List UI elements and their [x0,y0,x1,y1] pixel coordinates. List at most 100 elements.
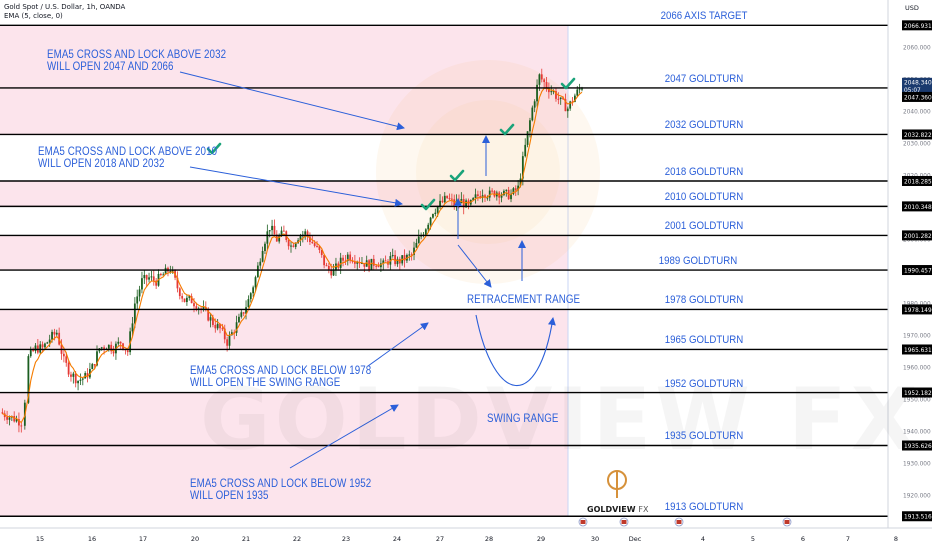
candle-body [408,254,411,256]
candle-body [370,258,373,271]
level-price-tag-bg [902,230,932,241]
y-tick-label: 1950.000 [903,398,931,404]
level-label: 1965 GOLDTURN [664,334,744,347]
level-price-tag-bg [902,387,932,398]
x-tick-label: 27 [436,535,444,543]
candle-body [209,317,212,321]
candle-body [576,89,579,96]
candle-body [436,206,439,213]
candle-body [219,323,221,329]
candle-body [228,335,231,346]
candle-body [283,230,285,232]
annotation-arrows [179,71,556,469]
candle-body [107,344,110,349]
swing-curve-arrow [475,314,556,387]
time-axis: 15 16 17 20 21 22 23 24 27 28 29 30 Dec 4 5 6 7 8 [0,517,932,543]
candle-body [536,84,538,102]
candle-body [96,351,98,366]
candle-body [273,225,276,235]
candle-body [396,258,399,265]
x-tick-label: 30 [591,535,599,543]
candle-body [465,200,467,208]
x-tick-label: 8 [894,535,898,543]
annotation-ema-2010: EMA5 CROSS AND LOCK ABOVE 2010 WILL OPEN … [38,146,218,170]
level-price-tag-bg [902,175,932,186]
prev-price-tag: 2047.360 [904,95,932,101]
x-tick-label: 21 [242,535,250,543]
candle-body [223,328,226,340]
candle-body [339,257,342,268]
candle-body [34,345,37,352]
candle-body [474,194,477,199]
level-label: 1978 GOLDTURN [664,294,744,307]
candle-body [391,254,394,257]
level-price-tag-bg [902,304,932,315]
level-price-tag: 2066.931 [904,24,932,30]
candle-body [126,350,129,353]
candle-body [266,231,269,244]
candle-body [226,339,229,346]
candle-body [254,277,257,288]
candle-body [413,247,415,255]
candle-body [81,378,84,380]
candle-body [100,347,103,349]
level-price-tag-bg [902,20,932,31]
candle-body [91,364,94,370]
candle-body [446,195,449,199]
candle-body [514,188,517,191]
level-price-tag: 2010.348 [904,205,932,211]
x-tick-label: 15 [36,535,44,543]
annotation-swing: SWING RANGE [487,413,559,425]
candle-body [403,255,406,261]
candle-body [70,374,72,377]
candle-body [27,356,30,403]
candle-body [133,303,136,324]
candle-body [110,344,113,352]
candle-body [13,416,16,422]
candle-body [377,265,380,268]
candle-body [429,217,432,225]
candle-body [382,260,385,264]
candle-body [93,364,96,366]
candle-body [212,317,214,325]
level-price-tag-bg [902,440,932,451]
candle-body [119,341,122,344]
level-price-tag-bg [902,344,932,355]
level-label: 2010 GOLDTURN [664,191,744,204]
candle-body [193,303,195,307]
indicator-label[interactable]: EMA (5, close, 0) [4,12,63,20]
candle-body [531,107,534,121]
candle-body [195,306,198,310]
glow-circle-inner [416,100,560,244]
candle-body [299,236,302,241]
y-tick-label: 2000.000 [903,238,931,244]
candle-body [512,188,515,194]
level-price-tag: 1978.149 [904,308,932,314]
candle-body [484,195,486,198]
check-icon [420,198,436,211]
candle-body [569,101,572,109]
logo-text: GOLDVIEW FX [587,505,649,514]
candle-body [330,269,333,276]
candle-body [327,265,330,270]
candle-body [238,316,240,323]
annotation-ema-1978: EMA5 CROSS AND LOCK BELOW 1978 WILL OPEN … [190,365,372,389]
candle-body [264,243,266,251]
candle-body [375,265,378,267]
candle-body [280,230,283,237]
candle-body [533,101,536,108]
candle-body [332,269,335,276]
level-price-tag-bg [902,511,932,522]
level-price-tag: 2032.822 [904,133,932,139]
candle-body [169,271,172,273]
candle-body [271,225,273,231]
candle-body [448,198,451,200]
candle-body [578,88,581,90]
level-label: 2001 GOLDTURN [664,220,744,233]
candle-body [183,298,186,303]
candle-body [538,74,541,85]
candle-body [32,349,35,352]
x-tick-label: 22 [293,535,301,543]
x-tick-label: 29 [537,535,545,543]
